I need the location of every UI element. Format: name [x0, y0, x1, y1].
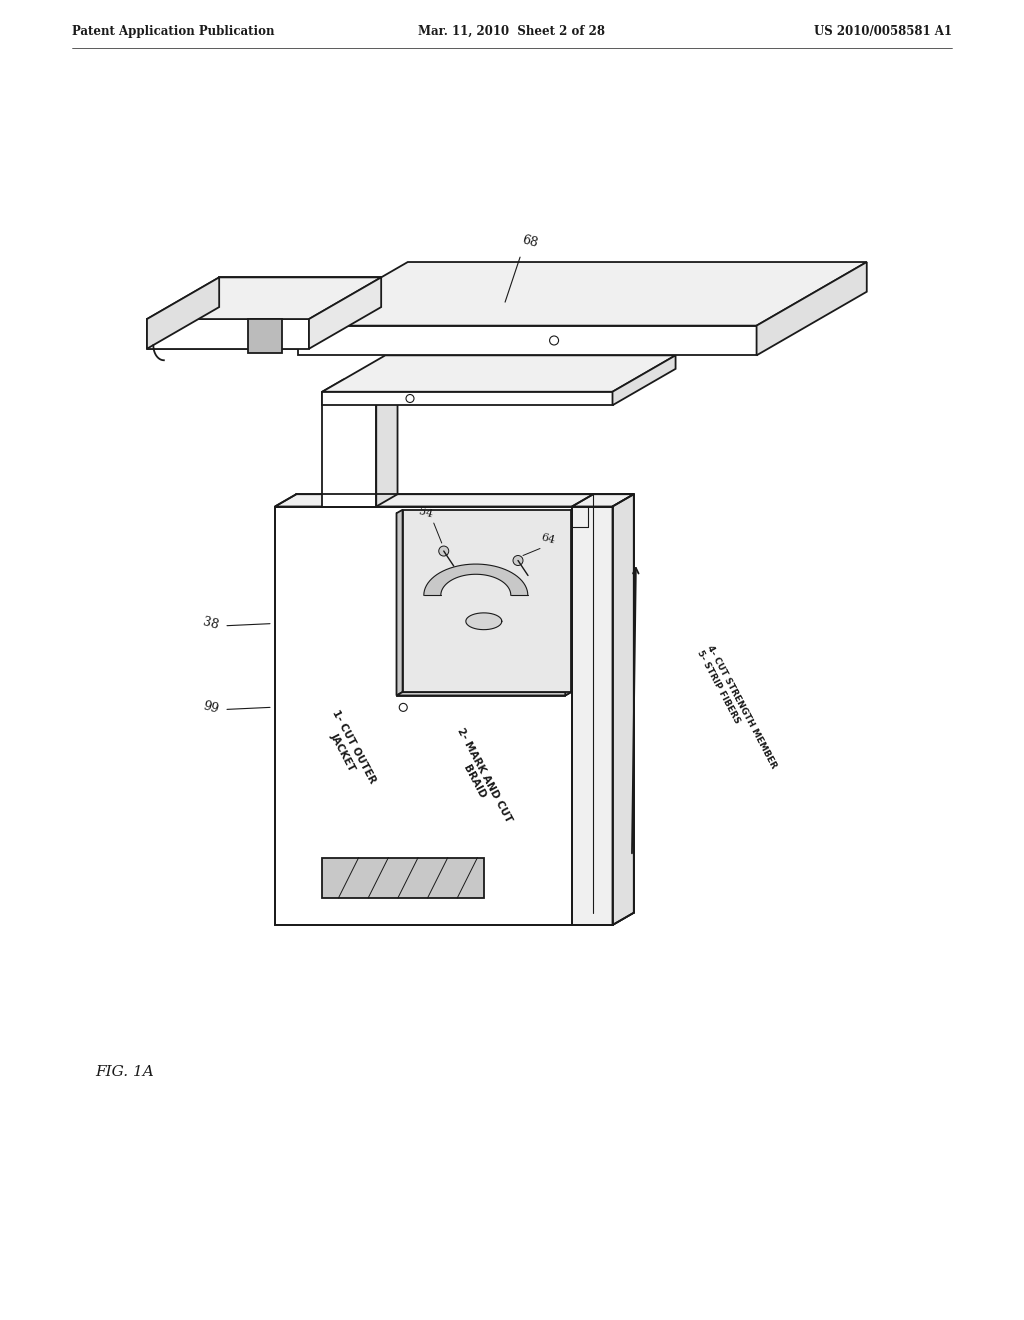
- Polygon shape: [147, 277, 219, 348]
- Text: 99: 99: [202, 700, 220, 715]
- Text: 1- CUT OUTER
JACKET: 1- CUT OUTER JACKET: [318, 708, 377, 791]
- Text: 38: 38: [201, 615, 220, 632]
- Polygon shape: [612, 355, 676, 405]
- Text: Mar. 11, 2010  Sheet 2 of 28: Mar. 11, 2010 Sheet 2 of 28: [419, 25, 605, 38]
- Text: FIG. 1A: FIG. 1A: [95, 1065, 154, 1078]
- Polygon shape: [612, 494, 634, 925]
- Text: 2- MARK AND CUT
BRAID: 2- MARK AND CUT BRAID: [444, 727, 514, 830]
- Polygon shape: [147, 319, 309, 348]
- Circle shape: [513, 556, 523, 565]
- Polygon shape: [572, 494, 634, 507]
- Text: Patent Application Publication: Patent Application Publication: [72, 25, 274, 38]
- Polygon shape: [466, 612, 502, 630]
- Polygon shape: [572, 507, 612, 925]
- Circle shape: [399, 704, 408, 711]
- Polygon shape: [275, 494, 634, 507]
- Polygon shape: [147, 277, 381, 319]
- Polygon shape: [565, 510, 571, 696]
- Polygon shape: [396, 692, 571, 696]
- Polygon shape: [402, 510, 571, 692]
- Circle shape: [438, 546, 449, 556]
- Polygon shape: [298, 326, 757, 355]
- Polygon shape: [612, 494, 634, 925]
- Text: 54: 54: [418, 507, 434, 520]
- Polygon shape: [248, 319, 282, 352]
- Polygon shape: [323, 392, 612, 405]
- Text: 4- CUT STRENGTH MEMBER
5- STRIP FIBERS: 4- CUT STRENGTH MEMBER 5- STRIP FIBERS: [695, 644, 777, 775]
- Polygon shape: [147, 308, 381, 348]
- Polygon shape: [424, 564, 527, 595]
- Polygon shape: [323, 392, 376, 507]
- Polygon shape: [323, 355, 676, 392]
- Polygon shape: [757, 261, 866, 355]
- Polygon shape: [323, 858, 484, 898]
- Circle shape: [550, 337, 558, 345]
- Polygon shape: [396, 513, 565, 696]
- Circle shape: [406, 395, 414, 403]
- Polygon shape: [396, 510, 402, 696]
- Polygon shape: [298, 261, 866, 326]
- Polygon shape: [219, 277, 381, 308]
- Polygon shape: [309, 277, 381, 348]
- Polygon shape: [376, 379, 397, 507]
- Text: US 2010/0058581 A1: US 2010/0058581 A1: [814, 25, 952, 38]
- Polygon shape: [275, 507, 612, 925]
- Text: 68: 68: [520, 234, 540, 251]
- Text: 64: 64: [540, 532, 556, 545]
- Polygon shape: [323, 379, 397, 392]
